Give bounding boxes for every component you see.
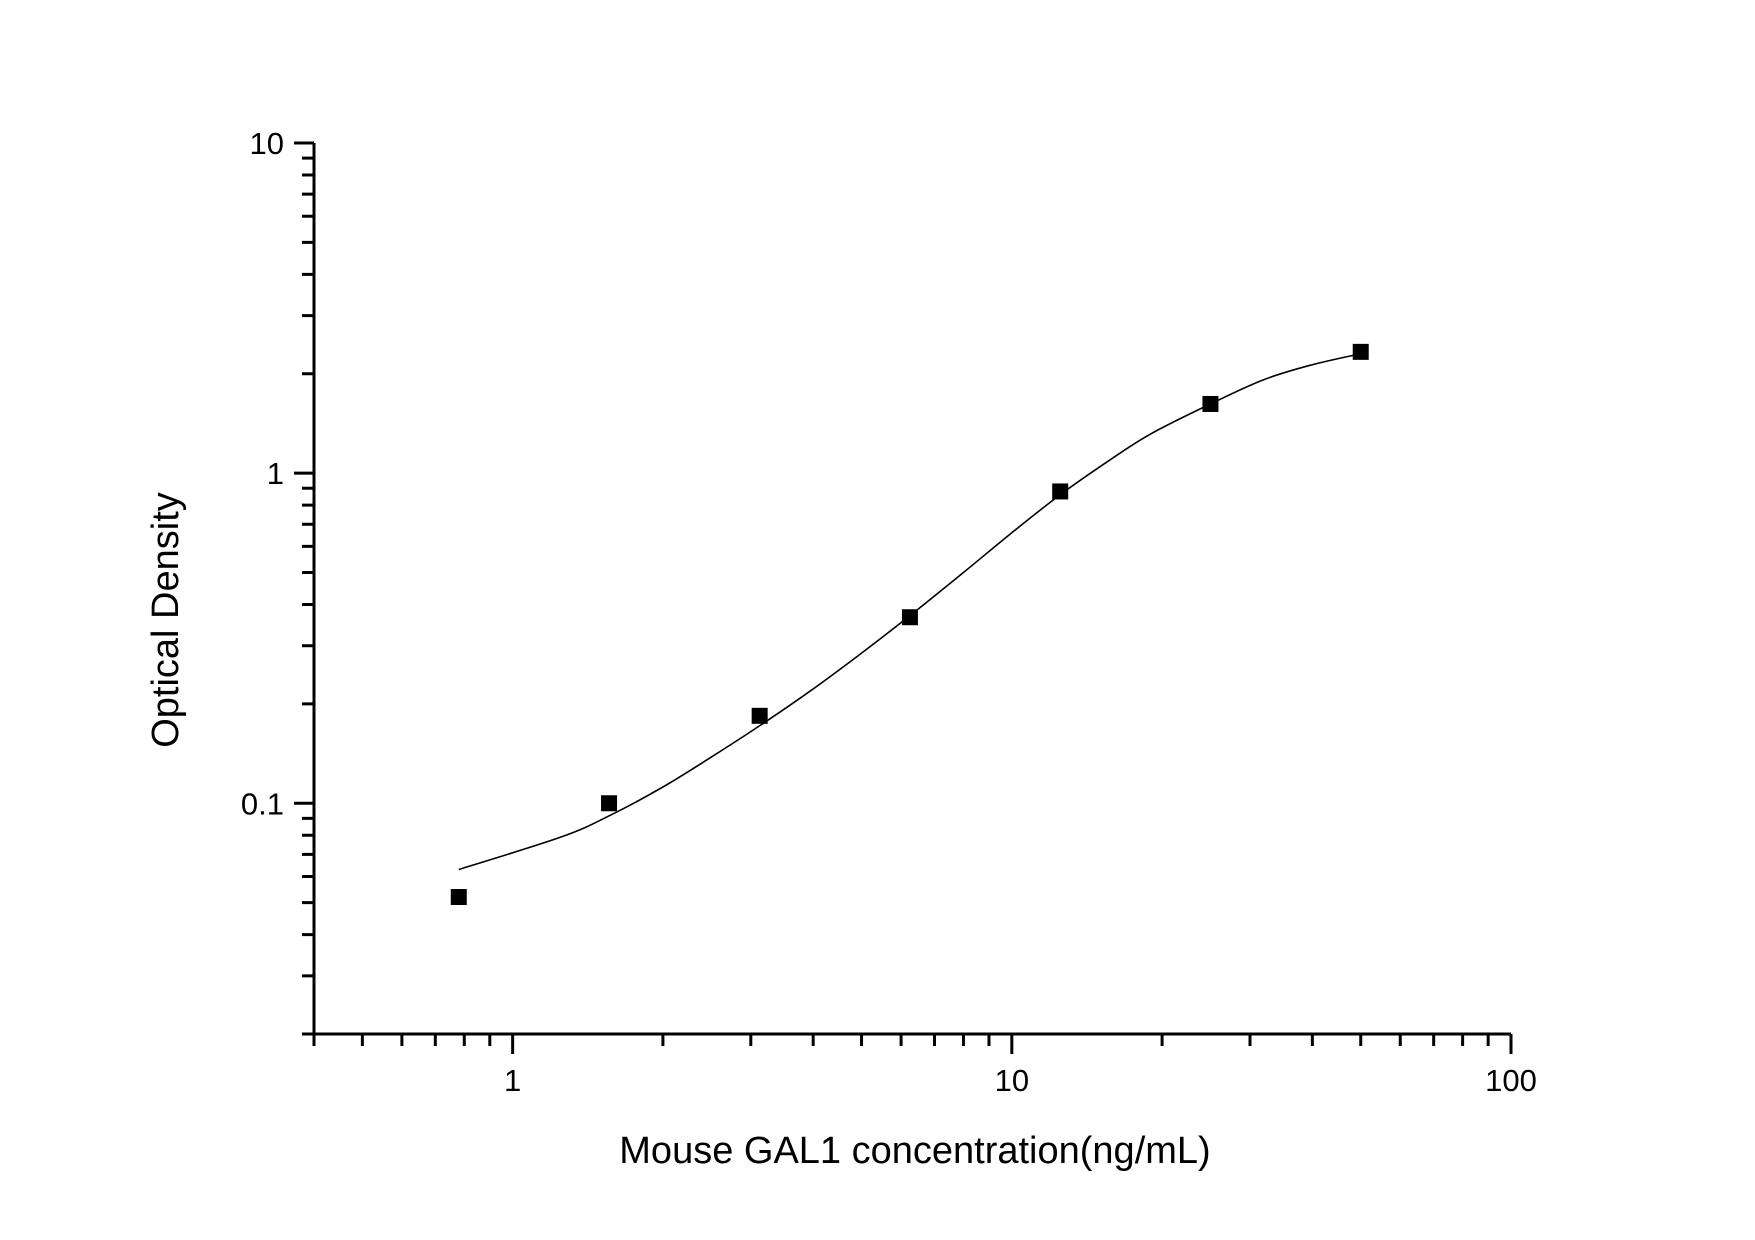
data-point-marker — [1352, 343, 1369, 360]
x-tick-label: 1 — [504, 1063, 521, 1098]
axes: 0.1 1 10 1 10 100 — [241, 126, 1537, 1098]
data-point-marker — [751, 707, 768, 724]
data-points — [450, 343, 1369, 906]
data-point-marker — [1052, 483, 1069, 500]
y-axis-title: Optical Density — [145, 492, 187, 748]
y-tick-label: 10 — [250, 126, 284, 161]
y-tick-label: 0.1 — [241, 786, 284, 821]
x-tick-label: 100 — [1485, 1063, 1537, 1098]
data-point-marker — [901, 609, 918, 626]
x-tick-label: 10 — [995, 1063, 1029, 1098]
data-point-marker — [1202, 395, 1219, 412]
data-point-marker — [601, 795, 618, 812]
x-axis-title: Mouse GAL1 concentration(ng/mL) — [619, 1130, 1210, 1172]
y-tick-label: 1 — [267, 456, 284, 491]
data-point-marker — [450, 889, 467, 906]
